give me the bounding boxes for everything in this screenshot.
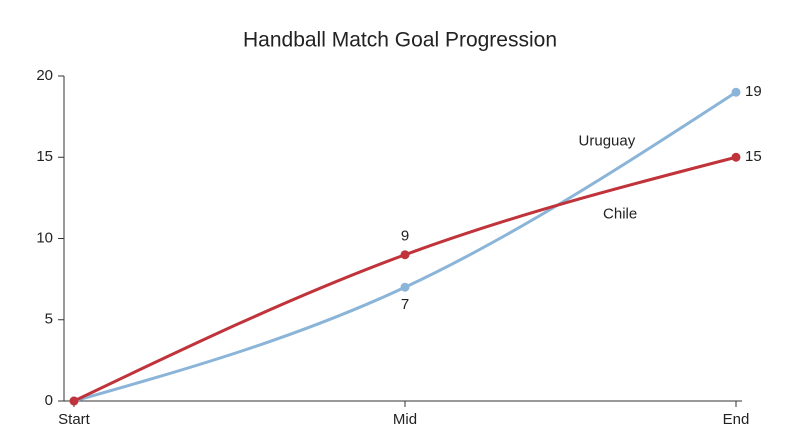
y-tick-label: 5 xyxy=(45,311,53,328)
data-label: 9 xyxy=(401,228,409,245)
chart-title: Handball Match Goal Progression xyxy=(243,29,557,52)
x-tick-label: Start xyxy=(58,411,91,428)
x-tick-label: Mid xyxy=(393,411,417,428)
point xyxy=(69,396,79,406)
y-tick-label: 20 xyxy=(36,67,53,84)
series-label: Chile xyxy=(603,205,637,222)
data-label: 15 xyxy=(745,148,762,165)
x-tick-label: End xyxy=(723,411,750,428)
point xyxy=(731,152,741,162)
point xyxy=(731,87,741,97)
y-tick-label: 10 xyxy=(36,229,53,246)
point xyxy=(400,250,410,260)
y-tick-label: 0 xyxy=(45,392,53,409)
line xyxy=(73,155,737,403)
y-tick-label: 15 xyxy=(36,148,53,165)
data-label: 19 xyxy=(745,83,762,100)
point xyxy=(400,282,410,292)
series-label: Uruguay xyxy=(579,132,636,149)
data-label: 7 xyxy=(401,296,409,313)
